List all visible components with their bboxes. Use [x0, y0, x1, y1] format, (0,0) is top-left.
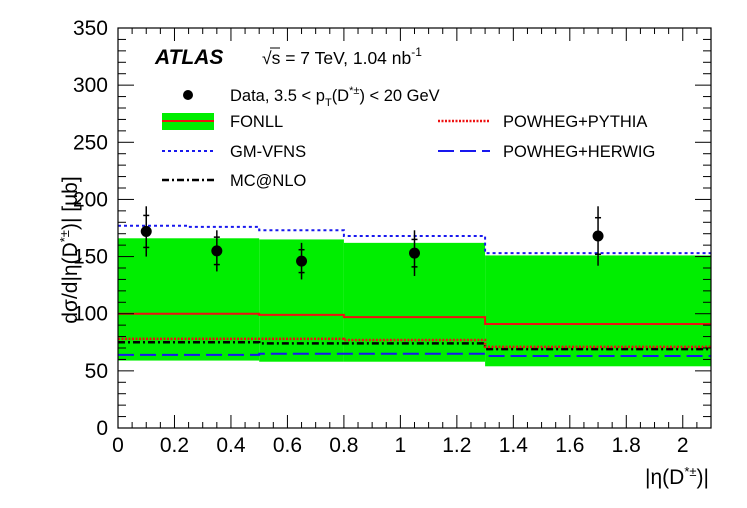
axis-ticks-group: 0 0.2 0.4 0.6 0.8 1 1.2 1.4 1.6 1.8 2 0 50 100 150 200 2… [73, 17, 712, 457]
legend-data-superscript: *± [349, 85, 359, 97]
legend: Data, 3.5 < pT(D*±) < 20 GeV FONLL GM-VF… [162, 85, 655, 190]
energy-text: s = 7 TeV, 1.04 nb [272, 48, 412, 68]
data-point [296, 255, 308, 267]
theory-curves-group [118, 224, 711, 357]
x-tick-label: 0.6 [273, 434, 302, 457]
y-tick-label: 50 [85, 360, 108, 383]
energy-label: √s = 7 TeV, 1.04 nb-1 [262, 45, 422, 68]
y-axis-label-a: dσ/d|η(D [59, 242, 82, 323]
y-tick-label: 100 [73, 303, 108, 326]
x-tick-label: 0.8 [329, 434, 358, 457]
x-tick-label: 1.2 [442, 434, 471, 457]
y-tick-label: 0 [96, 417, 108, 440]
fonll-band-bin [118, 238, 260, 361]
x-tick-label: 0 [112, 434, 124, 457]
legend-data-subscript: T [325, 97, 332, 109]
experiment-label: ATLAS [154, 46, 223, 69]
fonll-band-group [118, 238, 711, 367]
legend-data-tail: ) < 20 GeV [359, 87, 439, 105]
x-tick-label: 1 [395, 434, 407, 457]
x-axis-label-sup: *± [684, 464, 696, 479]
y-axis-label: dσ/d|η(D*±)| [μb] [57, 176, 82, 323]
legend-gmvfns-label: GM-VFNS [230, 143, 306, 161]
legend-data-text: Data, 3.5 < p [230, 87, 325, 105]
legend-fonll-label: FONLL [230, 113, 283, 131]
x-tick-label: 2 [677, 434, 689, 457]
energy-exponent: -1 [411, 45, 422, 59]
powheg-pythia-curve [118, 337, 711, 349]
gm-vfns-curve [118, 224, 711, 255]
x-tick-label: 1.6 [555, 434, 584, 457]
x-tick-label: 0.4 [216, 434, 246, 457]
y-tick-label: 200 [73, 188, 108, 211]
legend-data-paren: (D [332, 87, 349, 105]
fonll-central-line [118, 312, 711, 325]
legend-data-label: Data, 3.5 < pT(D*±) < 20 GeV [230, 85, 440, 109]
data-point [592, 230, 604, 242]
y-axis-label-sup: *± [57, 230, 72, 242]
x-axis-label: |η(D*±)| [645, 464, 709, 489]
y-tick-label: 350 [73, 17, 108, 40]
mc-nlo-curve [118, 341, 711, 351]
y-tick-label: 300 [73, 74, 108, 97]
x-tick-label: 0.2 [160, 434, 189, 457]
sqrt-symbol: √ [262, 48, 272, 68]
x-tick-label: 1.4 [499, 434, 529, 457]
y-tick-label: 250 [73, 131, 108, 154]
y-tick-label: 150 [73, 246, 108, 269]
data-point [140, 225, 152, 237]
legend-data-marker [183, 90, 193, 100]
data-point [409, 247, 420, 259]
x-axis-label-b: )| [697, 466, 709, 489]
x-tick-label: 1.8 [612, 434, 641, 457]
data-points-group [140, 206, 604, 280]
powheg-herwig-curve [118, 352, 711, 357]
legend-mcnlo-label: MC@NLO [230, 172, 307, 190]
data-point [211, 245, 223, 257]
x-axis-label-a: |η(D [645, 466, 684, 489]
y-axis-label-b: )| [μb] [59, 176, 82, 230]
legend-powherw-label: POWHEG+HERWIG [503, 143, 655, 161]
legend-powpyth-label: POWHEG+PYTHIA [503, 113, 647, 131]
